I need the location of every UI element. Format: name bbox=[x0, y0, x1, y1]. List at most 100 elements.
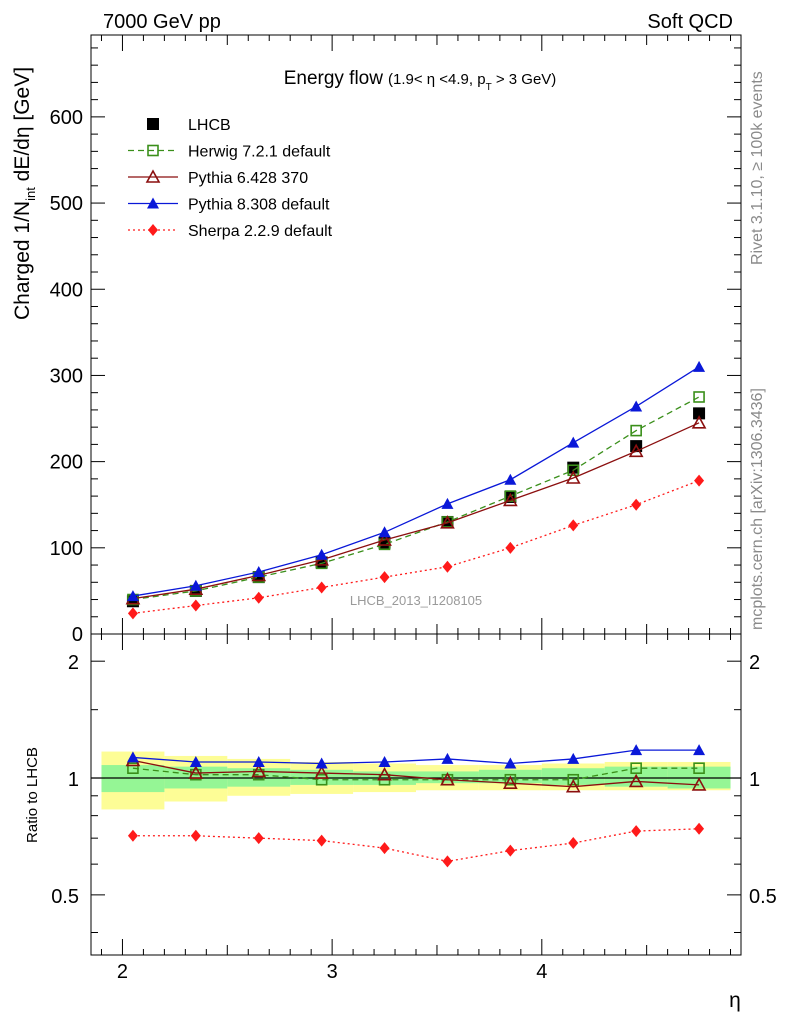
legend-item-pythia-8-308-default: Pythia 8.308 default bbox=[128, 197, 330, 214]
ratio-point-herwig-7-2-1-default bbox=[567, 773, 580, 786]
main-ylabel-sub: int bbox=[23, 187, 38, 201]
ratio-point-pythia-6-428-370 bbox=[440, 772, 455, 786]
main-title: Energy flow (1.9< η <4.9, pT > 3 GeV) bbox=[284, 68, 557, 93]
ratio-point-pythia-6-428-370 bbox=[565, 779, 581, 793]
x-axis: 2 3 4 bbox=[100, 35, 732, 983]
main-panel: 0 100 200 300 400 500 600 Energy flow (1.9< η <… bbox=[11, 34, 742, 646]
data-point-pythia-6-428-370 bbox=[377, 532, 392, 546]
data-point-pythia-8-308-default bbox=[441, 497, 454, 509]
ratio-point-sherpa-2-2-9-default bbox=[568, 837, 579, 850]
ratio-y-tick-label-right: 2 bbox=[749, 652, 760, 674]
band-inner bbox=[541, 768, 605, 785]
ratio-point-herwig-7-2-1-default bbox=[693, 762, 705, 775]
ratio-series-sherpa-2-2-9-default bbox=[127, 822, 705, 868]
ratio-point-herwig-7-2-1-default bbox=[315, 773, 328, 786]
legend-label: Pythia 6.428 370 bbox=[188, 170, 308, 187]
ratio-y-tick-label: 0.5 bbox=[51, 886, 79, 908]
main-y-axis-label: Charged 1/Nint dE/dη [GeV] bbox=[11, 67, 38, 320]
legend-item-pythia-6-428-370: Pythia 6.428 370 bbox=[128, 169, 308, 187]
y-tick-label: 300 bbox=[50, 365, 83, 387]
data-point-pythia-8-308-default bbox=[189, 579, 202, 591]
legend-label: Sherpa 2.2.9 default bbox=[188, 223, 333, 240]
ratio-point-pythia-8-308-default bbox=[378, 755, 391, 767]
ratio-point-sherpa-2-2-9-default bbox=[505, 844, 516, 857]
data-point-pythia-8-308-default bbox=[567, 436, 580, 448]
legend: LHCB Herwig 7.2.1 default Pythia 6.428 370… bbox=[128, 117, 333, 240]
data-point-pythia-8-308-default bbox=[504, 473, 517, 485]
series-line-sherpa-2-2-9-default bbox=[132, 479, 700, 614]
ratio-point-sherpa-2-2-9-default bbox=[442, 855, 453, 868]
data-point-pythia-6-428-370 bbox=[691, 415, 707, 429]
x-axis-label: η bbox=[729, 989, 741, 1012]
legend-marker bbox=[147, 144, 159, 157]
ratio-point-pythia-6-428-370 bbox=[628, 773, 644, 788]
ratio-y-axis-label: Ratio to LHCB bbox=[24, 747, 41, 843]
ratio-point-sherpa-2-2-9-default bbox=[253, 832, 264, 845]
ratio-point-herwig-7-2-1-default bbox=[127, 762, 139, 775]
ratio-point-pythia-8-308-default bbox=[504, 757, 517, 769]
ratio-point-pythia-8-308-default bbox=[630, 744, 643, 756]
data-point-sherpa-2-2-9-default bbox=[316, 581, 327, 594]
ratio-point-pythia-6-428-370 bbox=[314, 765, 329, 779]
main-ylabel-b: dE/dη [GeV] bbox=[11, 67, 34, 187]
data-point-sherpa-2-2-9-default bbox=[568, 519, 579, 532]
ratio-point-pythia-6-428-370 bbox=[377, 767, 392, 781]
legend-item-lhcb: LHCB bbox=[147, 117, 231, 134]
main-frame bbox=[90, 34, 742, 635]
data-point-lhcb bbox=[693, 407, 706, 420]
data-point-herwig-7-2-1-default bbox=[693, 391, 705, 403]
data-point-pythia-8-308-default bbox=[315, 548, 328, 560]
legend-item-sherpa-2-2-9-default: Sherpa 2.2.9 default bbox=[128, 223, 333, 240]
ratio-line-sherpa-2-2-9-default bbox=[132, 828, 700, 863]
ratio-y-tick-label-right: 1 bbox=[749, 769, 760, 791]
ratio-line-pythia-8-308-default bbox=[132, 749, 700, 765]
main-plot-content: 0 100 200 300 400 500 600 bbox=[50, 47, 741, 646]
data-point-sherpa-2-2-9-default bbox=[253, 591, 264, 604]
data-point-herwig-7-2-1-default bbox=[504, 490, 517, 502]
ratio-line-pythia-6-428-370 bbox=[132, 759, 700, 788]
data-point-sherpa-2-2-9-default bbox=[694, 474, 705, 487]
data-point-sherpa-2-2-9-default bbox=[127, 607, 138, 620]
data-point-pythia-6-428-370 bbox=[440, 515, 455, 529]
series-line-pythia-6-428-370 bbox=[132, 422, 700, 600]
x-tick-label: 3 bbox=[327, 961, 338, 983]
ratio-point-pythia-8-308-default bbox=[567, 752, 580, 764]
legend-label: Herwig 7.2.1 default bbox=[188, 144, 331, 161]
ratio-point-pythia-8-308-default bbox=[693, 744, 706, 756]
data-point-pythia-8-308-default bbox=[378, 526, 391, 538]
data-point-herwig-7-2-1-default bbox=[567, 464, 580, 477]
data-point-pythia-8-308-default bbox=[693, 360, 706, 372]
main-title-text: Energy flow bbox=[284, 68, 384, 89]
header-left: 7000 GeV pp bbox=[103, 11, 221, 33]
series-line-pythia-8-308-default bbox=[132, 366, 700, 597]
ratio-point-sherpa-2-2-9-default bbox=[631, 825, 642, 838]
data-point-sherpa-2-2-9-default bbox=[442, 560, 453, 573]
ratio-point-pythia-6-428-370 bbox=[503, 775, 518, 789]
ratio-y-tick-label: 1 bbox=[68, 769, 79, 791]
ratio-line-herwig-7-2-1-default bbox=[132, 767, 700, 781]
main-title-cut: (1.9< η <4.9, p bbox=[388, 71, 486, 88]
header-right: Soft QCD bbox=[647, 11, 733, 33]
data-point-pythia-8-308-default bbox=[252, 565, 265, 577]
data-point-pythia-8-308-default bbox=[630, 400, 643, 412]
data-point-sherpa-2-2-9-default bbox=[190, 599, 201, 612]
ratio-point-pythia-8-308-default bbox=[126, 751, 139, 763]
x-tick-label: 4 bbox=[536, 961, 547, 983]
y-tick-label: 100 bbox=[50, 538, 83, 560]
legend-marker bbox=[147, 197, 159, 209]
watermark-label: LHCB_2013_I1208105 bbox=[350, 593, 482, 608]
ratio-point-sherpa-2-2-9-default bbox=[190, 829, 201, 842]
ratio-point-pythia-6-428-370 bbox=[691, 777, 707, 791]
legend-label: Pythia 8.308 default bbox=[188, 197, 330, 214]
ratio-point-pythia-8-308-default bbox=[441, 752, 454, 764]
data-point-pythia-6-428-370 bbox=[565, 470, 581, 484]
ratio-point-pythia-8-308-default bbox=[189, 755, 202, 767]
y-tick-label: 400 bbox=[50, 279, 83, 301]
data-point-herwig-7-2-1-default bbox=[630, 424, 642, 437]
ratio-point-sherpa-2-2-9-default bbox=[316, 834, 327, 847]
ratio-plot-content: 0.5 0.5 1 1 2 2 2 3 4 bbox=[51, 35, 777, 983]
legend-item-herwig-7-2-1-default: Herwig 7.2.1 default bbox=[128, 144, 331, 161]
data-point-sherpa-2-2-9-default bbox=[631, 498, 642, 511]
data-point-sherpa-2-2-9-default bbox=[379, 571, 390, 584]
